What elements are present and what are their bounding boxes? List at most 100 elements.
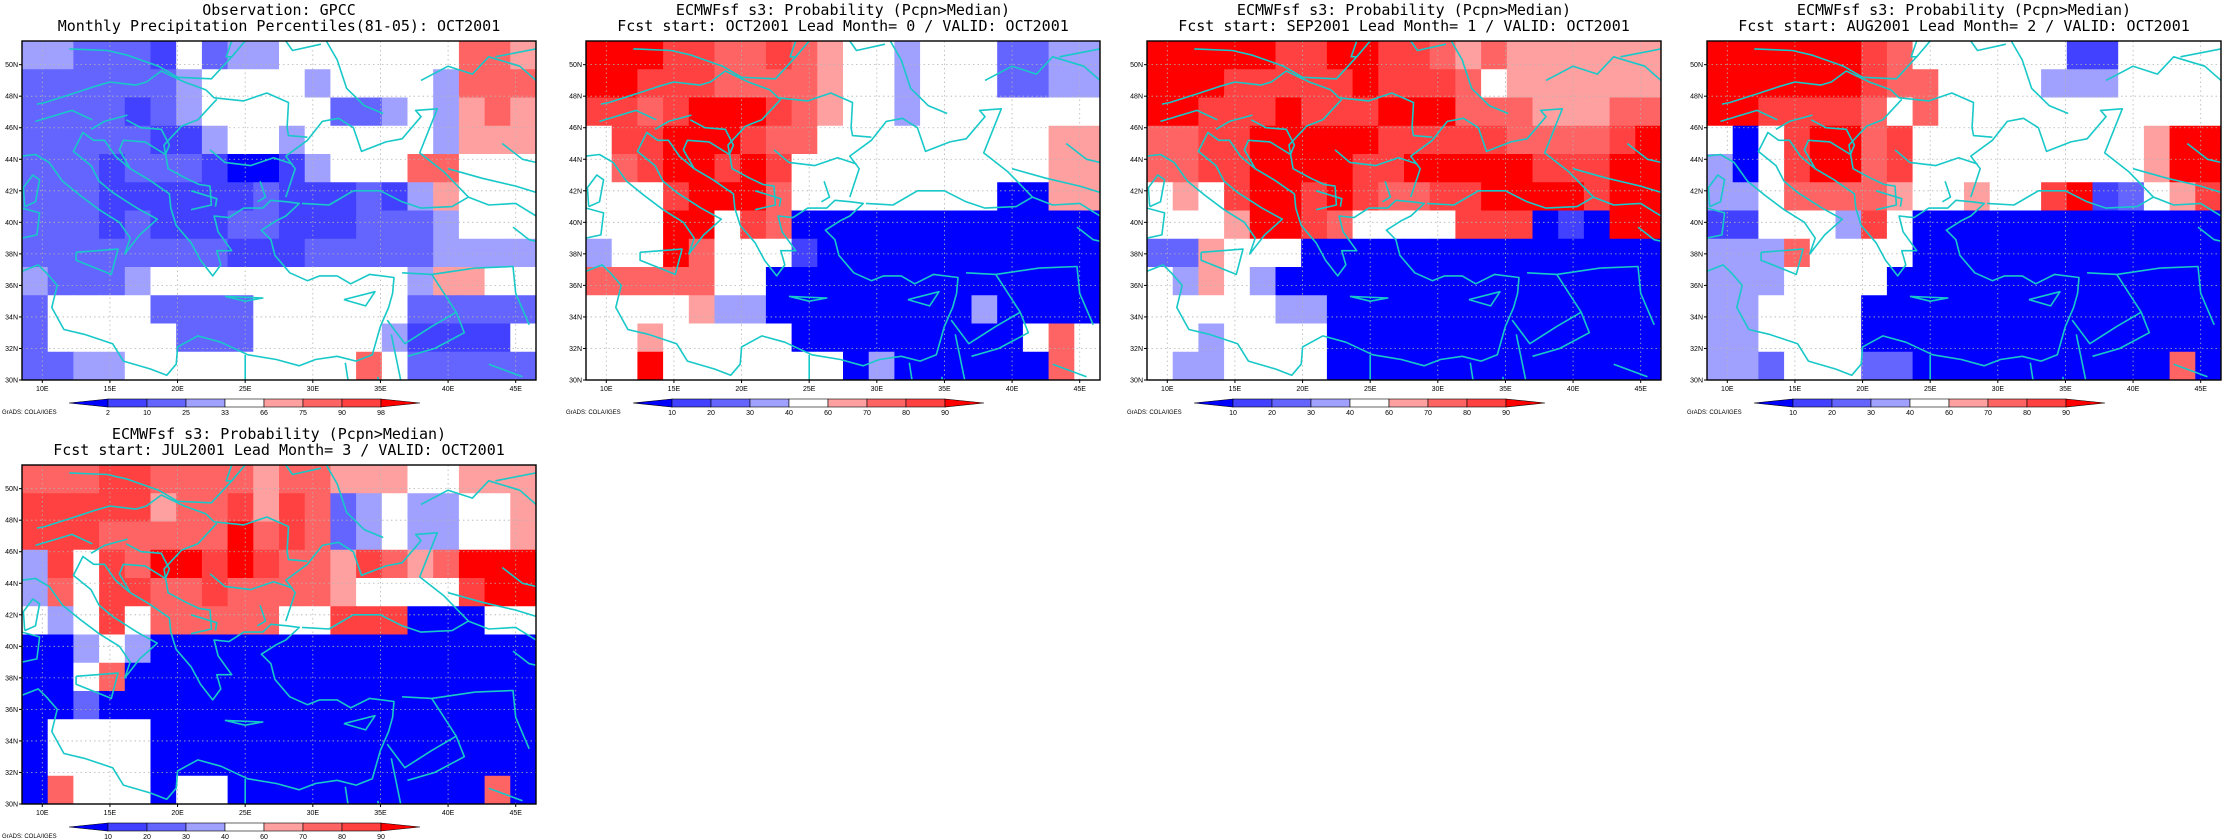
heatmap-cell	[1635, 238, 1661, 268]
heatmap-cell	[330, 295, 357, 325]
colorbar-segment	[1831, 398, 1872, 408]
panel-subtitle: Fcst start: OCT2001 Lead Month= 0 / VALI…	[617, 17, 1069, 35]
heatmap-cell	[150, 182, 177, 212]
heatmap-cell	[176, 97, 203, 127]
heatmap-cell	[484, 267, 511, 296]
heatmap-cell	[817, 125, 844, 155]
coastline	[495, 472, 536, 482]
heatmap-cell	[1506, 154, 1534, 183]
coastline	[118, 119, 171, 170]
heatmap-cell	[22, 691, 49, 720]
y-tick-label: 42N	[5, 188, 18, 195]
heatmap-cell	[971, 154, 998, 183]
heatmap-cell	[1198, 69, 1225, 99]
heatmap-cell	[1558, 125, 1585, 155]
heatmap-cell	[1224, 154, 1251, 183]
heatmap-cell	[304, 606, 331, 636]
heatmap-cell	[2195, 97, 2221, 127]
heatmap-cell	[1835, 182, 1862, 212]
heatmap-cell	[1758, 154, 1785, 183]
heatmap-cell	[433, 295, 460, 325]
x-tick-label: 20E	[171, 810, 184, 817]
heatmap-cell	[150, 351, 177, 380]
heatmap-cell	[843, 267, 870, 296]
heatmap-cell	[1301, 41, 1328, 70]
heatmap-cell	[894, 210, 921, 240]
heatmap-cell	[1022, 238, 1050, 268]
coastline	[1620, 48, 1661, 58]
heatmap-cell	[407, 775, 434, 804]
coastline	[1200, 248, 1244, 276]
heatmap-cell	[407, 662, 434, 692]
heatmap-cell	[47, 719, 74, 749]
heatmap-cell	[1886, 210, 1914, 240]
heatmap-cell	[2041, 69, 2068, 99]
heatmap-cell	[688, 238, 716, 268]
heatmap-cell	[279, 775, 306, 804]
colorbar-label: 90	[377, 834, 385, 840]
heatmap-cell	[611, 295, 638, 325]
colorbar-segment	[107, 822, 148, 832]
heatmap-cell	[381, 747, 409, 777]
heatmap-cell	[458, 521, 486, 551]
heatmap-cell	[688, 351, 716, 380]
heatmap-cell	[150, 662, 177, 692]
heatmap-cell	[1784, 182, 1811, 212]
heatmap-cell	[510, 125, 536, 155]
heatmap-cell	[1506, 351, 1534, 380]
heatmap-cell	[150, 154, 177, 183]
graticule	[1147, 41, 1661, 380]
heatmap-cell	[1429, 41, 1456, 70]
heatmap-cell	[1809, 210, 1837, 240]
heatmap-cell	[1635, 97, 1661, 127]
coastline	[1059, 48, 1100, 58]
coastline	[1147, 174, 1166, 208]
heatmap-cell	[894, 295, 921, 325]
heatmap-cell	[1198, 154, 1225, 183]
y-tick-label: 42N	[569, 188, 582, 195]
heatmap-cell	[1352, 154, 1379, 183]
colorbar-label: 70	[1424, 410, 1432, 417]
coastline	[1848, 125, 1898, 211]
heatmap-cell	[73, 662, 100, 692]
heatmap-cell	[765, 267, 793, 296]
heatmap-cell	[714, 69, 741, 99]
heatmap-cell	[2143, 238, 2171, 268]
y-tick-label: 50N	[1690, 62, 1703, 69]
heatmap-cell	[510, 182, 536, 212]
heatmap-cell	[740, 125, 767, 155]
coastline	[754, 190, 782, 207]
heatmap-cell	[124, 323, 152, 353]
heatmap-cell	[586, 323, 613, 353]
coastline	[190, 614, 218, 631]
heatmap-cell	[663, 41, 690, 70]
colorbar-segment	[1310, 398, 1351, 408]
heatmap-cell	[2169, 41, 2196, 70]
heatmap-cell	[1635, 69, 1661, 99]
heatmap-cell	[330, 323, 357, 353]
heatmap-cell	[484, 125, 511, 155]
heatmap-cell	[1048, 97, 1075, 127]
heatmap-cell	[176, 578, 203, 607]
heatmap-cell	[279, 41, 306, 70]
heatmap-cell	[1506, 323, 1534, 353]
coastline	[2075, 334, 2087, 380]
coastline	[90, 114, 128, 130]
coastline	[1032, 196, 1100, 217]
coastline	[1532, 273, 1591, 358]
heatmap-cell	[1404, 323, 1431, 353]
coastline	[1803, 119, 1856, 170]
heatmap-cell	[1481, 182, 1508, 212]
x-tick-label: 15E	[668, 386, 681, 393]
heatmap-cell	[433, 41, 460, 70]
heatmap-cell	[740, 267, 767, 296]
heatmap-cell	[279, 606, 306, 636]
colorbar-segment	[710, 398, 751, 408]
heatmap-cell	[997, 238, 1024, 268]
colorbar-segment	[1232, 398, 1273, 408]
heatmap-cell	[1784, 41, 1811, 70]
heatmap-cell	[2015, 125, 2042, 155]
heatmap-cell	[1558, 69, 1585, 99]
heatmap-cell	[2015, 267, 2042, 296]
heatmap-cell	[1609, 154, 1636, 183]
